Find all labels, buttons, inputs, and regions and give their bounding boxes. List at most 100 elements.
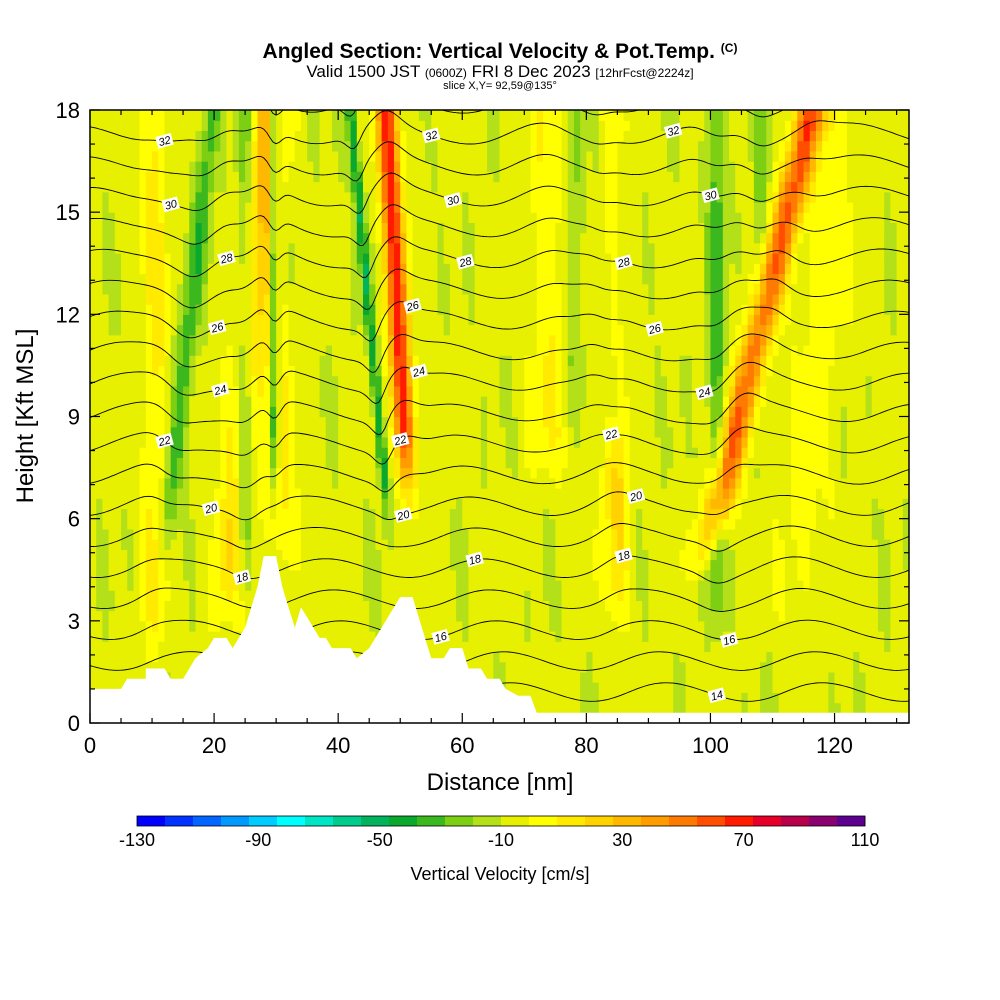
velocity-cell bbox=[96, 171, 103, 183]
velocity-cell bbox=[220, 559, 228, 571]
velocity-cell bbox=[201, 212, 209, 223]
velocity-cell bbox=[220, 569, 228, 581]
velocity-cell bbox=[518, 304, 525, 315]
velocity-cell bbox=[214, 344, 221, 356]
velocity-cell bbox=[400, 518, 408, 530]
velocity-cell bbox=[499, 273, 507, 285]
velocity-cell bbox=[555, 549, 563, 561]
velocity-cell bbox=[307, 426, 314, 438]
velocity-cell bbox=[232, 181, 240, 193]
velocity-cell bbox=[232, 212, 240, 223]
velocity-cell bbox=[158, 365, 166, 377]
velocity-cell bbox=[561, 253, 569, 264]
velocity-cell bbox=[251, 263, 259, 275]
velocity-cell bbox=[493, 590, 501, 601]
velocity-cell bbox=[276, 293, 283, 305]
velocity-cell bbox=[238, 590, 246, 601]
velocity-cell bbox=[307, 283, 314, 295]
velocity-cell bbox=[387, 242, 395, 254]
velocity-cell bbox=[238, 191, 246, 203]
velocity-cell bbox=[387, 130, 395, 142]
velocity-cell bbox=[499, 416, 507, 428]
velocity-cell bbox=[474, 590, 482, 601]
velocity-cell bbox=[338, 447, 345, 458]
velocity-cell bbox=[139, 436, 147, 448]
velocity-cell bbox=[201, 314, 209, 326]
velocity-cell bbox=[325, 498, 333, 510]
velocity-cell bbox=[350, 314, 358, 326]
velocity-cell bbox=[505, 130, 513, 142]
velocity-cell bbox=[307, 130, 314, 142]
valid-date: FRI 8 Dec 2023 bbox=[471, 62, 591, 81]
velocity-cell bbox=[294, 590, 302, 601]
velocity-cell bbox=[542, 539, 550, 550]
velocity-cell bbox=[214, 610, 221, 622]
velocity-cell bbox=[511, 682, 519, 693]
velocity-cell bbox=[462, 324, 470, 336]
velocity-cell bbox=[375, 120, 383, 132]
velocity-cell bbox=[195, 344, 203, 356]
velocity-cell bbox=[133, 631, 141, 642]
velocity-cell bbox=[90, 365, 97, 377]
velocity-cell bbox=[263, 110, 271, 121]
velocity-cell bbox=[443, 283, 451, 295]
velocity-cell bbox=[300, 314, 308, 326]
velocity-cell bbox=[542, 600, 550, 612]
velocity-cell bbox=[232, 222, 240, 234]
velocity-cell bbox=[511, 334, 519, 346]
velocity-cell bbox=[462, 436, 470, 448]
velocity-cell bbox=[176, 539, 184, 550]
velocity-cell bbox=[269, 222, 277, 234]
velocity-cell bbox=[276, 416, 283, 428]
velocity-cell bbox=[108, 181, 116, 193]
velocity-cell bbox=[102, 416, 110, 428]
velocity-cell bbox=[573, 682, 581, 693]
velocity-cell bbox=[207, 436, 215, 448]
velocity-cell bbox=[189, 477, 197, 489]
velocity-cell bbox=[189, 283, 197, 295]
velocity-cell bbox=[468, 610, 476, 622]
velocity-cell bbox=[282, 334, 290, 346]
velocity-cell bbox=[487, 273, 494, 285]
velocity-cell bbox=[152, 273, 159, 285]
velocity-cell bbox=[567, 212, 575, 223]
velocity-cell bbox=[418, 467, 426, 479]
velocity-cell bbox=[493, 631, 501, 642]
velocity-cell bbox=[226, 273, 234, 285]
velocity-cell bbox=[567, 569, 575, 581]
velocity-cell bbox=[381, 559, 389, 571]
velocity-cell bbox=[257, 457, 265, 469]
velocity-cell bbox=[443, 559, 451, 571]
velocity-cell bbox=[418, 253, 426, 264]
velocity-cell bbox=[499, 508, 507, 520]
velocity-cell bbox=[443, 140, 451, 152]
velocity-cell bbox=[536, 518, 544, 530]
velocity-cell bbox=[313, 161, 321, 172]
velocity-cell bbox=[387, 212, 395, 223]
velocity-cell bbox=[456, 355, 463, 367]
velocity-cell bbox=[493, 559, 501, 571]
velocity-cell bbox=[412, 436, 420, 448]
velocity-cell bbox=[121, 641, 128, 653]
velocity-cell bbox=[96, 488, 103, 499]
velocity-cell bbox=[183, 314, 190, 326]
velocity-cell bbox=[152, 150, 159, 162]
velocity-cell bbox=[542, 253, 550, 264]
velocity-cell bbox=[282, 253, 290, 264]
velocity-cell bbox=[325, 559, 333, 571]
velocity-cell bbox=[319, 232, 327, 244]
velocity-cell bbox=[313, 140, 321, 152]
velocity-cell bbox=[207, 590, 215, 601]
velocity-cell bbox=[530, 641, 538, 653]
velocity-cell bbox=[499, 436, 507, 448]
velocity-cell bbox=[468, 385, 476, 397]
velocity-cell bbox=[139, 426, 147, 438]
velocity-cell bbox=[338, 569, 345, 581]
velocity-cell bbox=[350, 110, 358, 121]
velocity-cell bbox=[580, 283, 587, 295]
velocity-cell bbox=[363, 396, 370, 407]
velocity-cell bbox=[580, 242, 587, 254]
velocity-cell bbox=[580, 406, 587, 418]
velocity-cell bbox=[443, 161, 451, 172]
velocity-cell bbox=[251, 273, 259, 285]
